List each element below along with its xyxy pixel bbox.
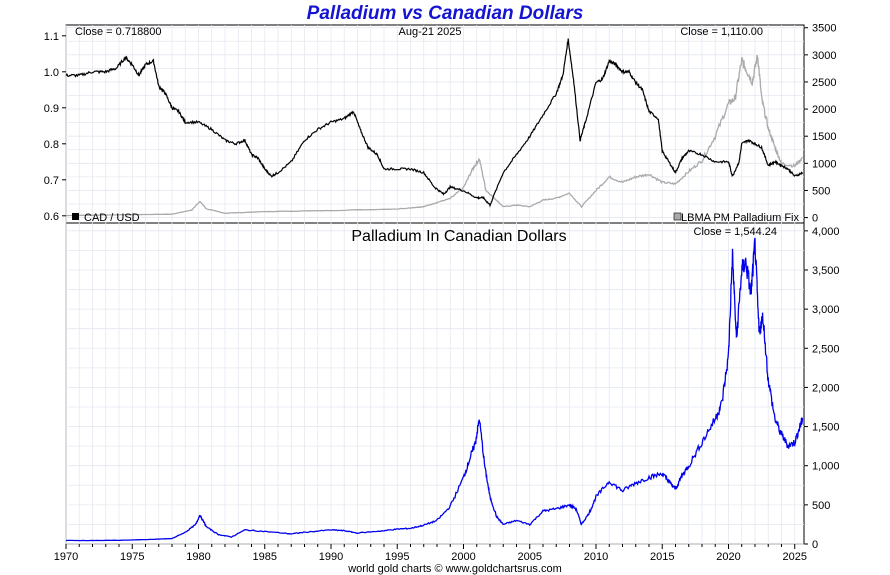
bottom-panel-grid [65, 223, 804, 545]
top-panel-grid [65, 25, 804, 223]
legend-palladium-fix: LBMA PM Palladium Fix [681, 212, 799, 224]
left-close-label: Close = 0.718800 [75, 26, 162, 38]
right-tick-label-bottom: 3,500 [812, 265, 840, 277]
footer-credit: world gold charts © www.goldchartsrus.co… [347, 563, 562, 575]
left-tick-label: 1.0 [44, 67, 59, 79]
right-tick-label-bottom: 3,000 [812, 304, 840, 316]
bottom-close-label: Close = 1,544.24 [694, 226, 777, 238]
right-tick-label-bottom: 1,000 [812, 461, 840, 473]
chart-title: Palladium vs Canadian Dollars [307, 3, 584, 24]
right-tick-label-top: 3500 [812, 23, 836, 35]
bottom-panel-title: Palladium In Canadian Dollars [351, 228, 566, 245]
right-tick-label-bottom: 2,000 [812, 382, 840, 394]
x-tick-label: 1975 [120, 551, 144, 563]
left-tick-label: 0.8 [44, 139, 59, 151]
x-tick-label: 2005 [517, 551, 541, 563]
right-tick-label-top: 1000 [812, 158, 836, 170]
top-panel-series [65, 38, 804, 217]
right-tick-label-bottom: 0 [812, 539, 818, 551]
date-label: Aug-21 2025 [399, 26, 462, 38]
right-close-label: Close = 1,110.00 [680, 26, 763, 38]
right-tick-label-top: 1500 [812, 131, 836, 143]
x-tick-label: 1990 [319, 551, 343, 563]
series-palladium-cad [65, 237, 804, 542]
bottom-panel-series [65, 237, 804, 542]
right-tick-label-bottom: 1,500 [812, 422, 840, 434]
left-tick-label: 0.6 [44, 211, 59, 223]
right-tick-label-top: 2000 [812, 104, 836, 116]
legend-cad-usd: CAD / USD [84, 212, 140, 224]
right-tick-label-top: 500 [812, 185, 830, 197]
x-tick-label: 2010 [584, 551, 608, 563]
left-tick-label: 0.7 [44, 175, 59, 187]
x-tick-label: 2025 [782, 551, 806, 563]
right-tick-label-top: 2500 [812, 77, 836, 89]
left-tick-label: 1.1 [44, 31, 59, 43]
right-tick-label-bottom: 4,000 [812, 226, 840, 238]
right-tick-label-bottom: 500 [812, 500, 830, 512]
legend-swatch-palladium-fix [673, 212, 682, 221]
x-tick-label: 1985 [253, 551, 277, 563]
x-tick-label: 1995 [385, 551, 409, 563]
left-tick-label: 0.9 [44, 103, 59, 115]
right-tick-label-top: 0 [812, 213, 818, 225]
series-cad-usd [65, 38, 804, 208]
bottom-panel-frame [65, 222, 805, 545]
series-palladium-fix [65, 54, 803, 217]
x-tick-label: 2000 [451, 551, 475, 563]
legend-swatch-cad-usd [72, 213, 79, 220]
right-tick-label-top: 3000 [812, 50, 836, 62]
x-tick-label: 1970 [54, 551, 78, 563]
x-tick-label: 2020 [716, 551, 740, 563]
right-tick-label-bottom: 2,500 [812, 343, 840, 355]
axis-ticks: 0.6 0.7 0.8 0.9 1.0 1.1 0 500 1000 1500 2000 2500 30… [44, 23, 840, 563]
x-tick-label: 1980 [186, 551, 210, 563]
x-tick-label: 2015 [650, 551, 674, 563]
